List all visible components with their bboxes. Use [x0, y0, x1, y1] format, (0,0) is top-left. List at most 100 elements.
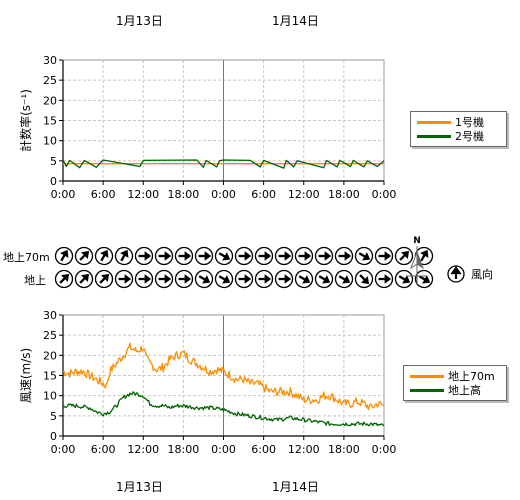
counting-rate-xtick-label: 18:00: [328, 188, 360, 201]
legend-item-70m: 地上70m: [410, 369, 500, 383]
wind-arrow-icon: [114, 246, 134, 266]
wind-speed-xtick-label: 18:00: [168, 443, 200, 456]
counting-rate-xtick-label: 0:00: [372, 188, 397, 201]
wind-speed-legend: 地上70m 地上高: [403, 365, 507, 401]
wind-speed-xtick-label: 6:00: [251, 443, 276, 456]
wind-arrow-icon: [274, 269, 294, 289]
wind-arrow-icon: [194, 269, 214, 289]
wind-arrow-icon: [294, 246, 314, 266]
wind-arrow-icon: [194, 246, 214, 266]
wind-arrow-icon: [414, 269, 434, 289]
wind-speed-xtick-label: 18:00: [328, 443, 360, 456]
date-label-bottom-2: 1月14日: [272, 480, 319, 494]
wind-arrow-icon: [154, 246, 174, 266]
wind-speed-series-2-line: [62, 391, 385, 427]
wind-arrow-icon: [394, 246, 414, 266]
wind-arrow-icon: [94, 246, 114, 266]
counting-rate-xtick-label: 12:00: [288, 188, 320, 201]
wind-arrow-icon: [274, 246, 294, 266]
wind-speed-ytick-label: 15: [43, 370, 57, 383]
counting-rate-legend: 1号機 2号機: [410, 111, 507, 147]
legend-swatch-70m: [410, 374, 444, 378]
counting-rate-ytick-label: 20: [43, 94, 57, 107]
wind-arrow-icon: [134, 269, 154, 289]
wind-arrow-icon: [314, 269, 334, 289]
counting-rate-xtick-label: 12:00: [127, 188, 159, 201]
wind-speed-chart: 0 5 10 15 20 25 30 0:00 6:00 12:00 18:00 0:00 6:00 12…: [19, 309, 396, 456]
counting-rate-ytick-label: 10: [43, 135, 57, 148]
wind-legend-arrow-icon: [447, 265, 465, 283]
counting-rate-ytick-label: 25: [43, 74, 57, 87]
wind-arrow-icon: [354, 269, 374, 289]
wind-speed-xtick-label: 12:00: [288, 443, 320, 456]
wind-arrow-icon: [134, 246, 154, 266]
wind-row-label-70m: 地上70m: [3, 251, 50, 264]
wind-arrow-icon: [74, 246, 94, 266]
north-compass-icon: N: [407, 236, 427, 284]
wind-speed-xtick-label: 12:00: [127, 443, 159, 456]
counting-rate-y-axis-label: 計数率(s⁻¹): [18, 89, 33, 152]
wind-speed-xtick-label: 6:00: [91, 443, 116, 456]
wind-speed-ytick-label: 0: [50, 430, 57, 443]
date-label-top-1: 1月13日: [116, 14, 163, 28]
counting-rate-chart: 0 5 10 15 20 25 30 0:00 6:00 12:00 18:00 0:00 6:00 12…: [18, 54, 396, 201]
counting-rate-ytick-label: 15: [43, 115, 57, 128]
wind-speed-ytick-label: 20: [43, 349, 57, 362]
wind-speed-xtick-label: 0:00: [372, 443, 397, 456]
wind-arrow-icon: [74, 269, 94, 289]
date-label-top-2: 1月14日: [272, 14, 319, 28]
counting-rate-xtick-label: 18:00: [168, 188, 200, 201]
wind-legend-label: 風向: [471, 267, 493, 281]
legend-label-unit1: 1号機: [455, 116, 484, 129]
wind-speed-xtick-label: 0:00: [211, 443, 236, 456]
wind-arrow-icon: [334, 246, 354, 266]
wind-arrow-icon: [234, 269, 254, 289]
wind-speed-ytick-label: 30: [43, 309, 57, 322]
wind-arrow-icon: [154, 269, 174, 289]
wind-arrow-icon: [294, 269, 314, 289]
legend-item-ground: 地上高: [410, 383, 500, 397]
wind-arrow-icon: [174, 246, 194, 266]
wind-speed-ytick-label: 5: [50, 410, 57, 423]
wind-arrow-icon: [214, 269, 234, 289]
legend-item-unit2: 2号機: [417, 129, 500, 143]
wind-arrow-icon: [94, 269, 114, 289]
wind-arrow-icon: [334, 269, 354, 289]
date-label-bottom-1: 1月13日: [116, 480, 163, 494]
legend-swatch-unit2: [417, 134, 451, 138]
legend-item-unit1: 1号機: [417, 115, 500, 129]
wind-arrow-icon: [254, 246, 274, 266]
north-label: N: [413, 236, 421, 246]
wind-arrow-icon: [374, 269, 394, 289]
legend-label-70m: 地上70m: [448, 370, 495, 383]
wind-arrow-icon: [374, 246, 394, 266]
counting-rate-series-2-line: [62, 159, 385, 169]
counting-rate-ytick-label: 5: [50, 155, 57, 168]
wind-arrow-icon: [354, 246, 374, 266]
legend-swatch-ground: [410, 388, 444, 392]
legend-swatch-unit1: [417, 120, 451, 124]
counting-rate-xtick-label: 0:00: [211, 188, 236, 201]
wind-arrow-icon: [54, 269, 74, 289]
wind-arrow-icon: [234, 246, 254, 266]
legend-label-ground: 地上高: [448, 384, 481, 397]
counting-rate-xtick-label: 6:00: [91, 188, 116, 201]
counting-rate-xtick-label: 6:00: [251, 188, 276, 201]
legend-label-unit2: 2号機: [455, 130, 484, 143]
wind-arrow-icon: [254, 269, 274, 289]
wind-arrow-icon: [114, 269, 134, 289]
counting-rate-ytick-label: 0: [50, 175, 57, 188]
wind-speed-y-axis-label: 風速(m/s): [19, 348, 33, 403]
counting-rate-xtick-label: 0:00: [51, 188, 76, 201]
wind-speed-ytick-label: 10: [43, 390, 57, 403]
wind-arrow-icon: [394, 269, 414, 289]
wind-arrow-icon: [314, 246, 334, 266]
wind-speed-series-1-line: [62, 342, 385, 411]
wind-row-label-ground: 地上: [24, 274, 46, 287]
wind-direction-rows: [54, 246, 434, 289]
wind-arrow-icon: [214, 246, 234, 266]
wind-arrow-icon: [174, 269, 194, 289]
counting-rate-ytick-label: 30: [43, 54, 57, 67]
wind-speed-xtick-label: 0:00: [51, 443, 76, 456]
